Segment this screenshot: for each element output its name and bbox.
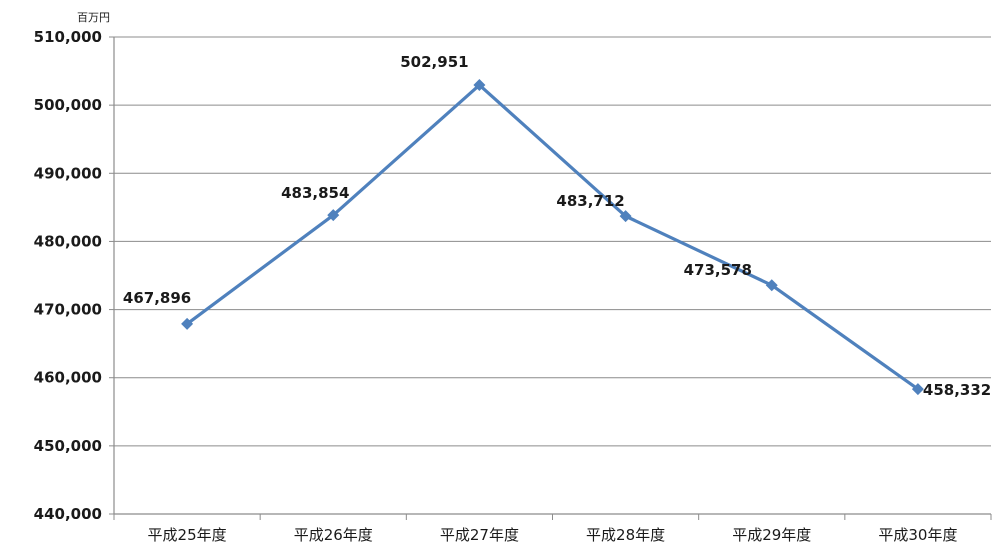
y-tick-label: 500,000 bbox=[34, 96, 102, 114]
x-tick-label: 平成29年度 bbox=[732, 526, 811, 544]
x-tick-label: 平成27年度 bbox=[440, 526, 519, 544]
y-tick-label: 510,000 bbox=[34, 28, 102, 46]
x-tick-labels: 平成25年度 平成26年度 平成27年度 平成28年度 平成29年度 平成30年度 bbox=[148, 526, 958, 544]
y-tick-label: 450,000 bbox=[34, 437, 102, 455]
data-label: 458,332 bbox=[923, 381, 991, 399]
data-label: 502,951 bbox=[400, 53, 468, 71]
data-labels: 467,896 483,854 502,951 483,712 473,578 458,3… bbox=[123, 53, 991, 399]
y-tick-label: 470,000 bbox=[34, 301, 102, 319]
series-layer bbox=[181, 79, 924, 396]
data-point-marker bbox=[473, 79, 486, 92]
y-tick-labels: 440,000 450,000 460,000 470,000 480,000 490,0… bbox=[34, 28, 102, 523]
x-tick-label: 平成26年度 bbox=[294, 526, 373, 544]
y-tick-label: 490,000 bbox=[34, 164, 102, 182]
gridlines bbox=[114, 36, 991, 447]
data-label: 483,854 bbox=[281, 184, 349, 202]
x-tick-label: 平成30年度 bbox=[878, 526, 957, 544]
data-point-marker bbox=[765, 279, 778, 292]
data-point-marker bbox=[911, 383, 924, 396]
y-axis-unit-label: 百万円 bbox=[77, 11, 110, 24]
y-tick-label: 460,000 bbox=[34, 369, 102, 387]
data-point-marker bbox=[327, 209, 340, 222]
series-line bbox=[186, 83, 919, 391]
data-label: 473,578 bbox=[684, 261, 752, 279]
data-label: 483,712 bbox=[556, 192, 624, 210]
y-tick-label: 440,000 bbox=[34, 505, 102, 523]
x-tick-label: 平成25年度 bbox=[148, 526, 227, 544]
y-tick-label: 480,000 bbox=[34, 232, 102, 250]
data-point-marker bbox=[619, 210, 632, 223]
axes bbox=[109, 36, 992, 520]
data-label: 467,896 bbox=[123, 289, 191, 307]
x-tick-label: 平成28年度 bbox=[586, 526, 665, 544]
data-point-marker bbox=[181, 317, 194, 330]
